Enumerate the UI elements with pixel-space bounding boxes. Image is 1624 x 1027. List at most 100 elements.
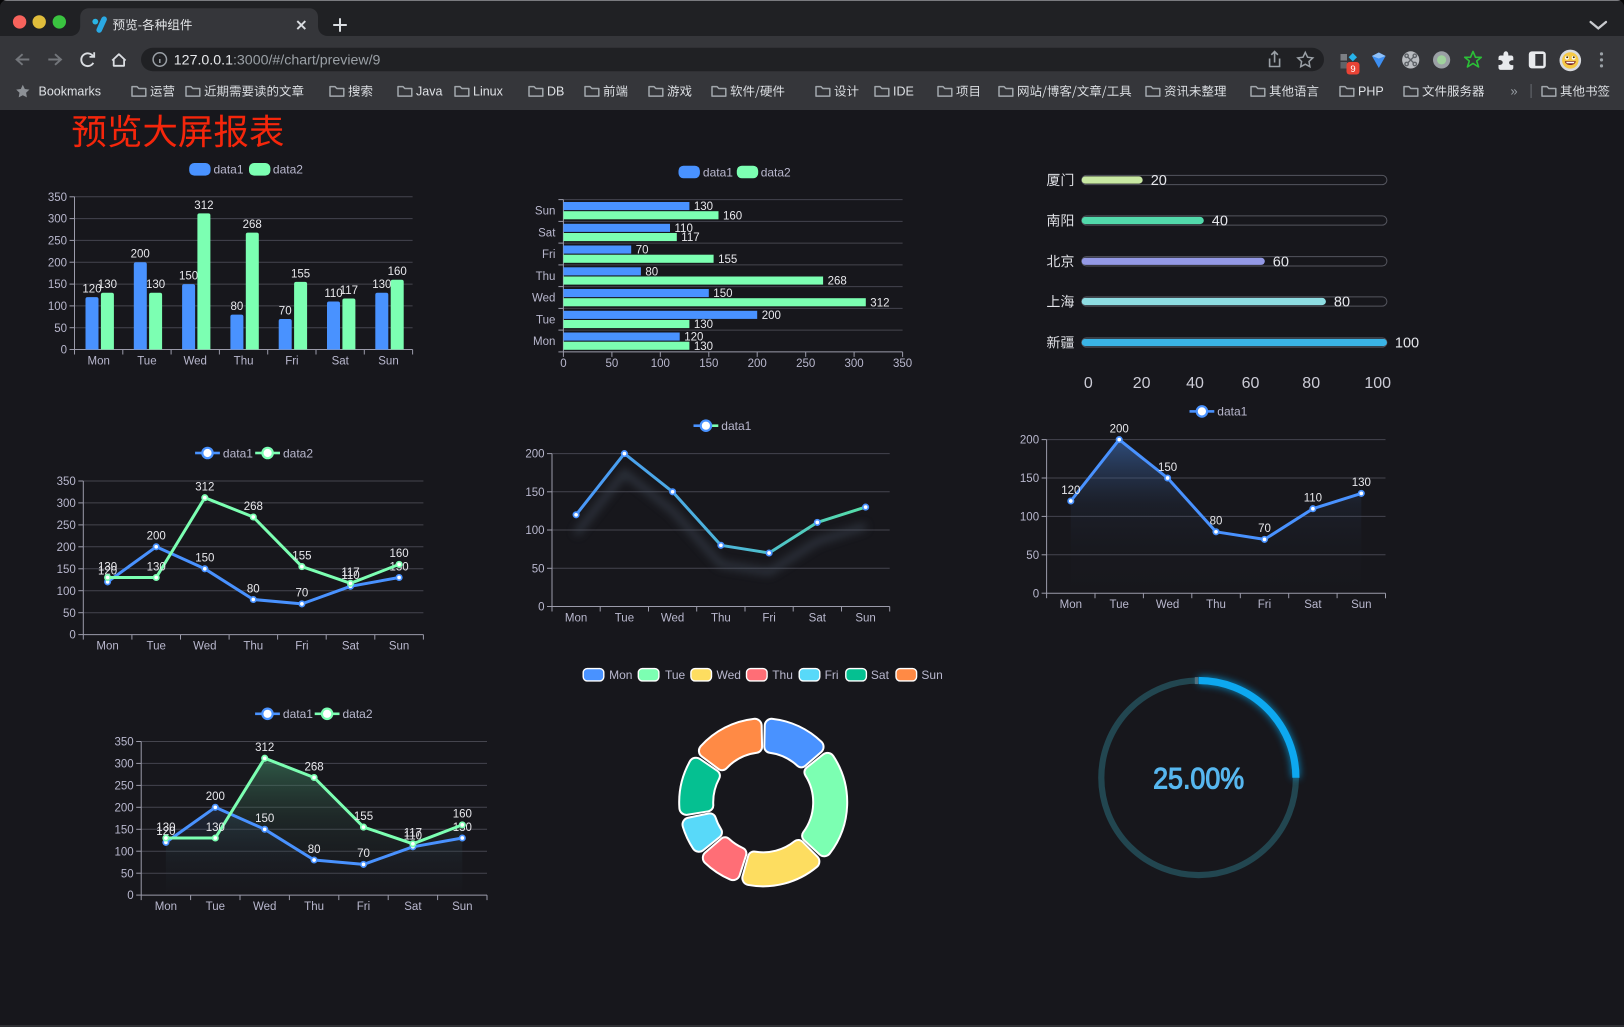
svg-text:120: 120 — [98, 566, 117, 578]
svg-text:250: 250 — [796, 358, 815, 370]
svg-text:200: 200 — [1110, 423, 1129, 435]
svg-text:130: 130 — [146, 279, 165, 291]
svg-text:Wed: Wed — [193, 641, 216, 653]
svg-text:150: 150 — [1020, 473, 1039, 485]
svg-text:Sat: Sat — [1304, 599, 1322, 611]
svg-text:50: 50 — [532, 563, 545, 575]
svg-text:Thu: Thu — [234, 356, 254, 368]
svg-text:0: 0 — [69, 630, 75, 642]
svg-text:Mon: Mon — [609, 668, 632, 682]
svg-text:80: 80 — [1334, 295, 1350, 311]
svg-text:200: 200 — [48, 257, 67, 269]
svg-text:Tue: Tue — [665, 668, 686, 682]
svg-text:Wed: Wed — [253, 901, 276, 913]
svg-text:Mon: Mon — [155, 901, 177, 913]
svg-text:0: 0 — [127, 890, 133, 902]
svg-text:Bookmarks: Bookmarks — [39, 84, 102, 98]
svg-text:312: 312 — [255, 742, 274, 754]
svg-text:100: 100 — [115, 846, 134, 858]
svg-text:50: 50 — [63, 608, 76, 620]
svg-text:DB: DB — [547, 85, 564, 99]
svg-text:data1: data1 — [223, 446, 253, 460]
svg-text:117: 117 — [404, 828, 422, 840]
svg-text:150: 150 — [57, 564, 76, 576]
svg-text:data1: data1 — [703, 165, 733, 179]
svg-text:0: 0 — [61, 345, 67, 357]
svg-text:Sun: Sun — [452, 901, 472, 913]
svg-text:Wed: Wed — [532, 293, 555, 305]
svg-text:200: 200 — [748, 358, 767, 370]
svg-text:80: 80 — [645, 266, 658, 278]
svg-text:110: 110 — [404, 831, 422, 843]
svg-text:350: 350 — [115, 737, 134, 749]
svg-text:268: 268 — [828, 276, 847, 288]
svg-text:150: 150 — [195, 553, 214, 565]
svg-text:0: 0 — [560, 358, 566, 370]
svg-text:Thu: Thu — [711, 613, 731, 625]
svg-text:130: 130 — [694, 201, 713, 213]
svg-text:155: 155 — [291, 268, 310, 280]
svg-text:Sat: Sat — [538, 227, 556, 239]
svg-text:Sat: Sat — [809, 613, 827, 625]
svg-text:160: 160 — [390, 548, 409, 560]
svg-text:PHP: PHP — [1358, 85, 1384, 99]
svg-text:Mon: Mon — [1060, 599, 1082, 611]
svg-text:data1: data1 — [1217, 405, 1247, 419]
svg-text:Java: Java — [416, 85, 442, 99]
svg-text:»: » — [1510, 84, 1517, 99]
svg-text:100: 100 — [1395, 336, 1419, 352]
svg-text:150: 150 — [699, 358, 718, 370]
svg-text:80: 80 — [247, 583, 260, 595]
svg-text:100: 100 — [525, 525, 544, 537]
svg-text:Wed: Wed — [661, 613, 684, 625]
svg-text:60: 60 — [1242, 375, 1260, 392]
svg-text:50: 50 — [1026, 550, 1039, 562]
svg-text:350: 350 — [57, 476, 76, 488]
svg-text:120: 120 — [684, 332, 703, 344]
svg-text:40: 40 — [1212, 214, 1228, 230]
svg-text:70: 70 — [636, 245, 649, 257]
svg-text:100: 100 — [48, 301, 67, 313]
svg-text:150: 150 — [179, 271, 198, 283]
svg-text:150: 150 — [48, 279, 67, 291]
svg-text:Sat: Sat — [342, 641, 360, 653]
svg-text:Fri: Fri — [1258, 599, 1271, 611]
svg-text:155: 155 — [718, 254, 737, 266]
svg-text:Fri: Fri — [542, 249, 555, 261]
svg-text:Fri: Fri — [762, 613, 775, 625]
svg-text:data1: data1 — [283, 707, 313, 721]
svg-text:70: 70 — [357, 848, 370, 860]
svg-text:50: 50 — [54, 323, 67, 335]
svg-text:80: 80 — [1210, 516, 1223, 528]
svg-text:300: 300 — [845, 358, 864, 370]
svg-text:100: 100 — [1364, 375, 1391, 392]
svg-text:Sat: Sat — [404, 901, 422, 913]
svg-text:Tue: Tue — [137, 356, 156, 368]
svg-text:Thu: Thu — [772, 668, 793, 682]
svg-text:data2: data2 — [283, 446, 313, 460]
svg-text:150: 150 — [525, 487, 544, 499]
svg-text:data2: data2 — [343, 707, 373, 721]
svg-text:Sun: Sun — [389, 641, 409, 653]
svg-text:100: 100 — [1020, 512, 1039, 524]
svg-text:350: 350 — [48, 192, 67, 204]
svg-text:200: 200 — [131, 249, 150, 261]
svg-text:312: 312 — [870, 297, 889, 309]
svg-text:200: 200 — [206, 791, 225, 803]
svg-text:130: 130 — [694, 341, 713, 353]
svg-text:200: 200 — [115, 802, 134, 814]
svg-text:Tue: Tue — [206, 901, 225, 913]
svg-text:110: 110 — [341, 570, 359, 582]
svg-text:data1: data1 — [214, 163, 244, 177]
svg-text:300: 300 — [48, 214, 67, 226]
svg-text:80: 80 — [1302, 375, 1320, 392]
svg-text:150: 150 — [713, 288, 732, 300]
svg-text:117: 117 — [341, 567, 359, 579]
svg-text:data2: data2 — [761, 165, 791, 179]
svg-text:250: 250 — [57, 520, 76, 532]
svg-text:Thu: Thu — [304, 901, 324, 913]
svg-text:Fri: Fri — [285, 356, 298, 368]
svg-text:Fri: Fri — [295, 641, 308, 653]
svg-text:0: 0 — [1084, 375, 1093, 392]
svg-text:25.00%: 25.00% — [1153, 762, 1244, 795]
